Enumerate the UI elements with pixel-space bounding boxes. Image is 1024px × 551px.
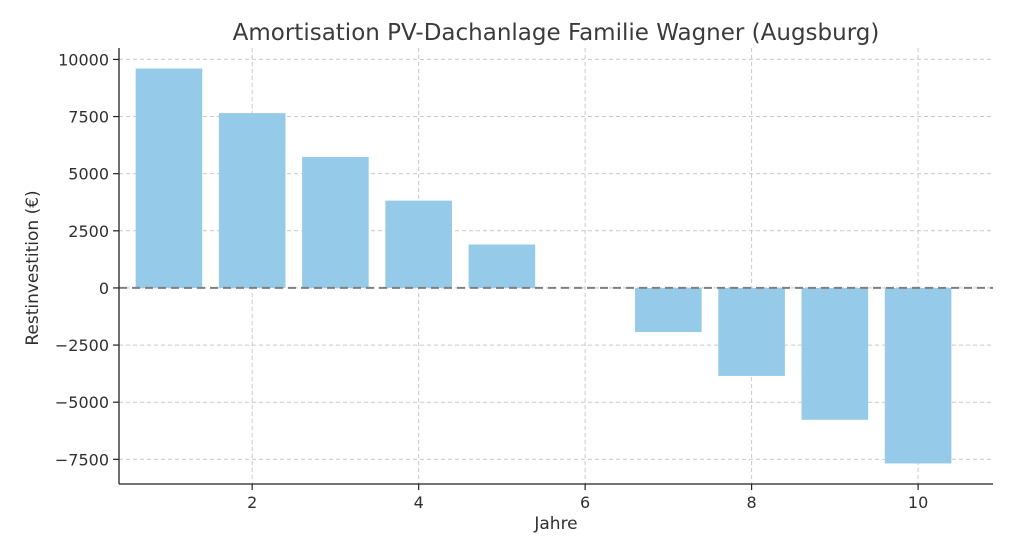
y-tick-label: 2500 [68,222,109,241]
y-tick-label: −7500 [55,450,109,469]
y-tick-label: 10000 [58,50,109,69]
bar [635,287,702,333]
y-tick-label: −2500 [55,336,109,355]
bar [218,113,286,288]
bar [468,244,536,288]
ticks: 10000 7500 5000 2500 0 −2500 −5000 −7500 2 4 6 8 10 [55,50,928,512]
y-tick-label: 5000 [68,165,109,184]
bar [302,157,369,288]
bar [884,287,952,464]
x-tick-label: 6 [580,493,590,512]
x-tick-label: 8 [747,493,757,512]
axes [118,48,993,485]
chart-title: Amortisation PV-Dachanlage Familie Wagne… [233,20,880,46]
x-axis-label: Jahre [533,514,577,534]
y-tick-label: 7500 [68,108,109,127]
x-tick-label: 4 [414,493,424,512]
y-tick-label: −5000 [55,393,109,412]
y-tick-label: 0 [99,279,109,298]
x-tick-label: 2 [247,493,257,512]
x-tick-label: 10 [908,493,928,512]
bar [801,287,869,420]
y-axis-label: Restinvestition (€) [23,190,43,345]
bar [385,200,452,288]
bars [135,68,952,464]
bar [718,287,785,376]
bar [135,68,203,288]
